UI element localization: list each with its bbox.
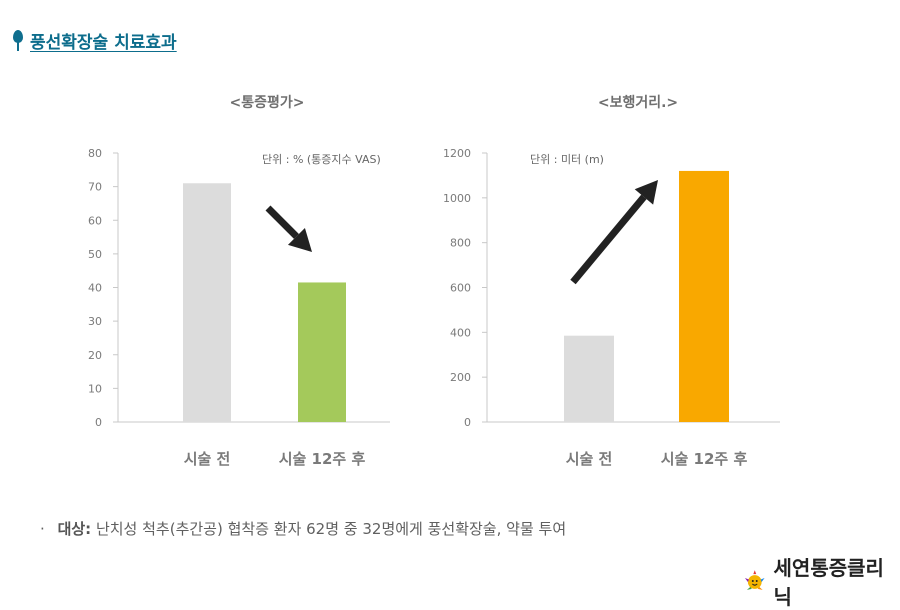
y-tick-label: 800 xyxy=(450,237,471,250)
y-tick-label: 30 xyxy=(88,315,102,328)
bar xyxy=(679,170,729,422)
y-tick-label: 200 xyxy=(450,371,471,384)
y-tick-label: 600 xyxy=(450,282,471,295)
y-tick-label: 1000 xyxy=(443,192,471,205)
bar xyxy=(183,183,231,422)
y-tick-label: 1200 xyxy=(443,147,471,160)
y-tick-label: 10 xyxy=(88,382,102,395)
bar xyxy=(564,335,614,422)
y-tick-label: 60 xyxy=(88,214,102,227)
bar xyxy=(298,282,346,422)
y-tick-label: 70 xyxy=(88,181,102,194)
trend-arrow-shaft xyxy=(570,194,647,285)
footnote-text: 난치성 척추(추간공) 협착증 환자 62명 중 32명에게 풍선확장술, 약물… xyxy=(95,520,567,538)
chart-title-walking: <보행거리.> xyxy=(597,95,679,111)
header: 풍선확장술 치료효과 xyxy=(12,28,177,53)
category-label: 시술 전 xyxy=(184,450,231,468)
category-label: 시술 전 xyxy=(566,450,613,468)
arrow-up-icon xyxy=(634,180,658,205)
footnote: · 대상: 난치성 척추(추간공) 협착증 환자 62명 중 32명에게 풍선확… xyxy=(40,518,566,539)
unit-note: 단위 : % (통증지수 VAS) xyxy=(262,153,381,166)
y-tick-label: 0 xyxy=(464,416,471,429)
y-tick-label: 40 xyxy=(88,282,102,295)
y-tick-label: 400 xyxy=(450,326,471,339)
clinic-logo: 세연통증클리닉 xyxy=(742,552,900,610)
arrow-down-icon xyxy=(287,227,312,252)
category-label: 시술 12주 후 xyxy=(661,450,748,468)
trend-arrow-shaft xyxy=(265,205,299,239)
y-tick-label: 0 xyxy=(95,416,102,429)
pin-icon xyxy=(12,29,24,52)
unit-note: 단위 : 미터 (m) xyxy=(530,153,604,166)
page-title[interactable]: 풍선확장술 치료효과 xyxy=(30,33,177,53)
category-label: 시술 12주 후 xyxy=(279,450,366,468)
y-tick-label: 20 xyxy=(88,349,102,362)
footnote-lead: 대상: xyxy=(57,520,92,538)
footnote-bullet: · xyxy=(40,520,45,538)
y-tick-label: 80 xyxy=(88,147,102,160)
logo-text: 세연통증클리닉 xyxy=(773,556,884,609)
logo-sun-icon xyxy=(744,570,765,590)
chart-title-pain: <통증평가> xyxy=(229,95,305,111)
y-tick-label: 50 xyxy=(88,248,102,261)
